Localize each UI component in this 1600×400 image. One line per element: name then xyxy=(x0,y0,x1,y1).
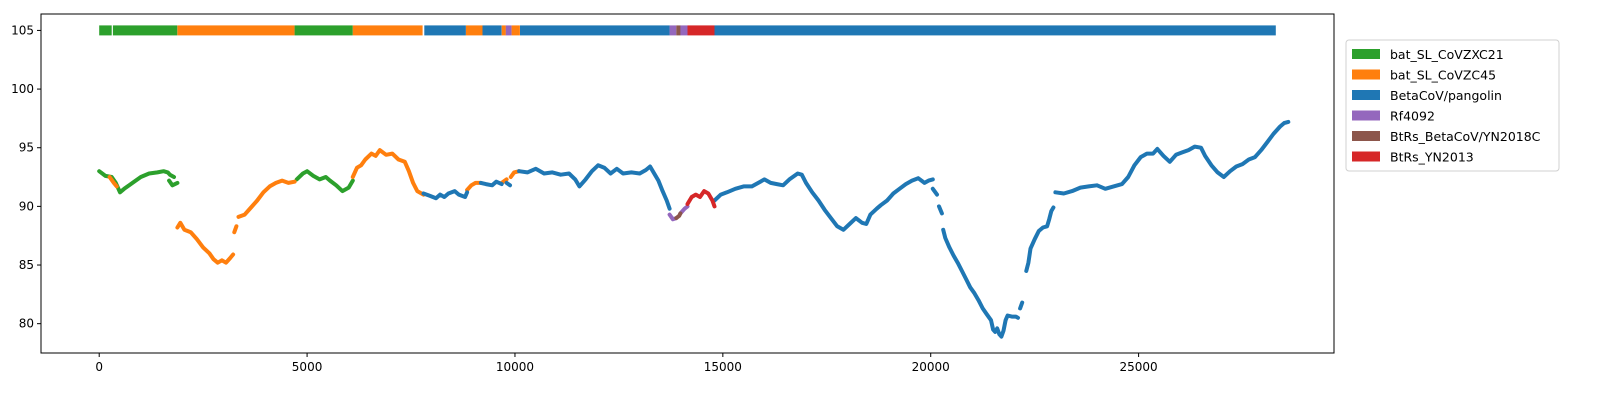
bar-segment-2 xyxy=(177,25,295,36)
series-line-4-segment-0 xyxy=(674,211,683,221)
axes-frame xyxy=(40,13,1335,354)
y-tick-label-2: 90 xyxy=(19,199,34,213)
bar-segment-5 xyxy=(424,25,466,36)
series-line-1-segment-5 xyxy=(465,180,483,192)
series-line-1-segment-4 xyxy=(350,148,426,197)
legend-label-0: bat_SL_CoVZXC21 xyxy=(1390,47,1504,62)
bar-segment-4 xyxy=(352,25,423,36)
series-line-5-segment-0 xyxy=(685,189,717,209)
bar-segment-13 xyxy=(676,25,681,36)
y-tick-label-3: 95 xyxy=(19,141,34,155)
legend-swatch-4 xyxy=(1352,131,1380,141)
x-tick-label-4: 20000 xyxy=(912,360,950,374)
bar-segment-14 xyxy=(680,25,688,36)
series-line-1-segment-2 xyxy=(232,224,239,235)
bar-segment-10 xyxy=(511,25,520,36)
y-tick-label-0: 80 xyxy=(19,317,34,331)
legend-box xyxy=(1345,39,1560,172)
series-line-0-segment-1 xyxy=(167,178,180,188)
bar-segment-9 xyxy=(505,25,512,36)
legend-label-1: bat_SL_CoVZC45 xyxy=(1390,68,1496,83)
series-line-2-segment-2 xyxy=(504,180,512,188)
bar-segment-3 xyxy=(294,25,353,36)
series-line-1-segment-0 xyxy=(107,175,119,189)
bar-segment-11 xyxy=(520,25,670,36)
series-line-2-segment-1 xyxy=(478,179,504,188)
legend-swatch-2 xyxy=(1352,90,1380,100)
x-tick-label-0: 0 xyxy=(95,360,103,374)
legend: bat_SL_CoVZXC21 bat_SL_CoVZC45 BetaCoV/pan… xyxy=(1345,39,1560,172)
series-line-1-segment-3 xyxy=(236,178,297,219)
bar-segment-1 xyxy=(112,25,178,36)
series-line-3-segment-1 xyxy=(678,204,690,216)
series-line-2-segment-4 xyxy=(712,171,935,232)
series-line-2-segment-9 xyxy=(1024,205,1056,273)
legend-label-3: Rf4092 xyxy=(1390,109,1435,124)
y-tick-label-5: 105 xyxy=(11,23,34,37)
series-line-2-segment-0 xyxy=(421,189,470,201)
y-tick-label-4: 100 xyxy=(11,82,34,96)
legend-swatch-3 xyxy=(1352,110,1380,121)
bar-segment-6 xyxy=(465,25,483,36)
legend-swatch-1 xyxy=(1352,69,1380,80)
series-line-0-segment-0 xyxy=(97,169,176,195)
legend-label-4: BtRs_BetaCoV/YN2018C xyxy=(1390,129,1541,144)
x-tick-label-3: 15000 xyxy=(704,360,742,374)
series-line-2-segment-6 xyxy=(937,204,944,216)
series-line-2-segment-10 xyxy=(1053,119,1291,196)
bar-segment-12 xyxy=(669,25,677,36)
x-tick-label-2: 10000 xyxy=(496,360,534,374)
bar-segment-0 xyxy=(99,25,112,36)
bar-segment-16 xyxy=(714,25,1276,36)
series-line-2-segment-5 xyxy=(930,186,939,197)
series-line-1-segment-1 xyxy=(175,220,236,265)
series-line-2-segment-3 xyxy=(517,163,672,211)
y-tick-label-1: 85 xyxy=(19,258,34,272)
plot-area xyxy=(97,25,1291,339)
series-line-2-segment-7 xyxy=(941,227,1020,339)
legend-label-2: BetaCoV/pangolin xyxy=(1390,88,1502,103)
series-line-2-segment-8 xyxy=(1018,300,1025,311)
legend-label-5: BtRs_YN2013 xyxy=(1390,150,1474,165)
legend-swatch-0 xyxy=(1352,49,1380,59)
bar-segment-15 xyxy=(687,25,715,36)
legend-swatch-5 xyxy=(1352,151,1380,162)
axes: 0 5000 10000 15000 20000 25000 80 85 90 95 100 105 xyxy=(11,13,1335,374)
x-tick-label-5: 25000 xyxy=(1120,360,1158,374)
bar-segment-8 xyxy=(501,25,506,36)
x-tick-label-1: 5000 xyxy=(292,360,323,374)
series-line-0-segment-2 xyxy=(294,169,355,194)
bar-segment-7 xyxy=(482,25,502,36)
